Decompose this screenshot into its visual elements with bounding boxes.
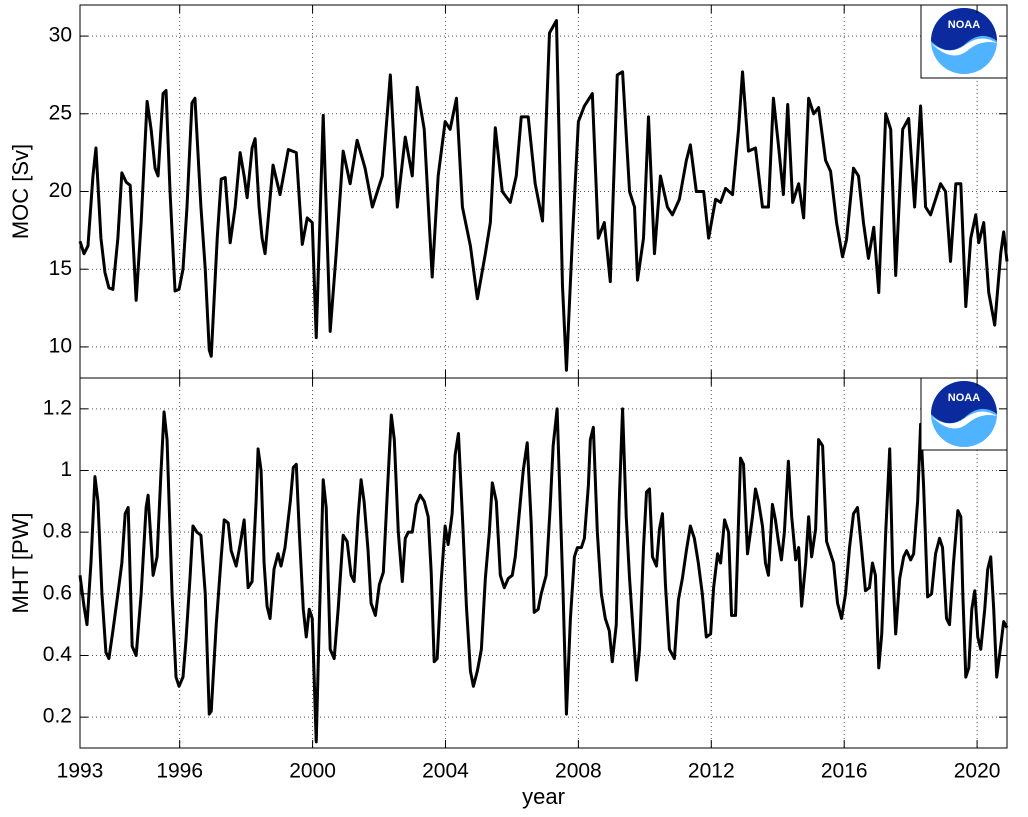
axes-frames: 10 15 20 25 30 MOC [Sv] 0.2 0.4 0.6 0.8 1 1.2 1993 19… — [8, 4, 1008, 809]
y-axis-label: MOC [Sv] — [8, 144, 33, 239]
y-tick-label: 0.2 — [43, 705, 72, 728]
logo-top — [931, 8, 997, 51]
axes-frame — [79, 377, 1008, 749]
x-tick-label: 2016 — [821, 760, 868, 783]
y-tick-label: 1.2 — [43, 396, 72, 419]
x-tick-label: 2008 — [555, 760, 602, 783]
logo-text: NOAA — [948, 19, 980, 31]
axes-background — [80, 378, 1007, 748]
logo-gull — [931, 38, 997, 56]
logo-gull — [931, 411, 997, 429]
x-tick-label: 2004 — [422, 760, 469, 783]
y-tick-label: 1 — [60, 458, 72, 481]
data-line — [78, 19, 1009, 372]
y-axis-label: MHT [PW] — [8, 512, 33, 613]
y-tick-label: 0.4 — [43, 643, 73, 666]
logo-top — [931, 381, 997, 424]
y-tick-label: 30 — [49, 24, 72, 47]
noaa-logo: NOAA — [920, 377, 1008, 451]
x-tick-label: 2000 — [289, 760, 336, 783]
noaa-logo: NOAA — [920, 4, 1008, 79]
x-tick-label: 1996 — [156, 760, 203, 783]
x-tick-label: 1993 — [57, 760, 104, 783]
y-tick-label: 20 — [49, 179, 72, 202]
y-tick-label: 0.8 — [43, 520, 72, 543]
x-axis-label: year — [522, 784, 565, 809]
data-line — [78, 407, 1009, 744]
x-tick-label: 2012 — [688, 760, 735, 783]
plot-area — [78, 5, 1009, 748]
logo-text: NOAA — [948, 392, 980, 404]
y-tick-label: 15 — [49, 257, 72, 280]
y-tick-label: 0.6 — [43, 581, 72, 604]
y-tick-label: 25 — [49, 101, 72, 124]
y-tick-label: 10 — [49, 334, 72, 357]
x-tick-label: 2020 — [954, 760, 1001, 783]
